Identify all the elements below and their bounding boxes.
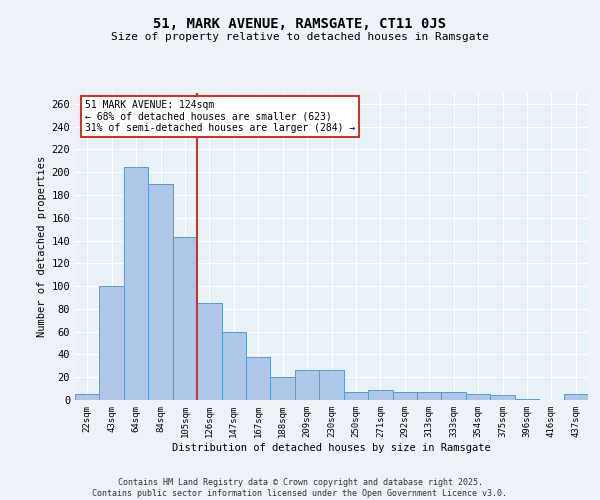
Text: 51, MARK AVENUE, RAMSGATE, CT11 0JS: 51, MARK AVENUE, RAMSGATE, CT11 0JS bbox=[154, 18, 446, 32]
Bar bbox=[466, 394, 490, 400]
Bar bbox=[417, 392, 442, 400]
Bar bbox=[246, 356, 271, 400]
Bar bbox=[271, 377, 295, 400]
Bar bbox=[295, 370, 319, 400]
Bar bbox=[319, 370, 344, 400]
Bar bbox=[124, 166, 148, 400]
Bar bbox=[344, 392, 368, 400]
Bar bbox=[392, 392, 417, 400]
Bar bbox=[75, 394, 100, 400]
Text: Size of property relative to detached houses in Ramsgate: Size of property relative to detached ho… bbox=[111, 32, 489, 42]
Bar bbox=[173, 237, 197, 400]
X-axis label: Distribution of detached houses by size in Ramsgate: Distribution of detached houses by size … bbox=[172, 442, 491, 452]
Bar bbox=[515, 399, 539, 400]
Y-axis label: Number of detached properties: Number of detached properties bbox=[37, 156, 47, 337]
Bar bbox=[148, 184, 173, 400]
Bar bbox=[221, 332, 246, 400]
Bar bbox=[197, 303, 221, 400]
Bar bbox=[442, 392, 466, 400]
Text: 51 MARK AVENUE: 124sqm
← 68% of detached houses are smaller (623)
31% of semi-de: 51 MARK AVENUE: 124sqm ← 68% of detached… bbox=[85, 100, 356, 134]
Bar bbox=[490, 396, 515, 400]
Bar bbox=[368, 390, 392, 400]
Text: Contains HM Land Registry data © Crown copyright and database right 2025.
Contai: Contains HM Land Registry data © Crown c… bbox=[92, 478, 508, 498]
Bar bbox=[563, 394, 588, 400]
Bar bbox=[100, 286, 124, 400]
